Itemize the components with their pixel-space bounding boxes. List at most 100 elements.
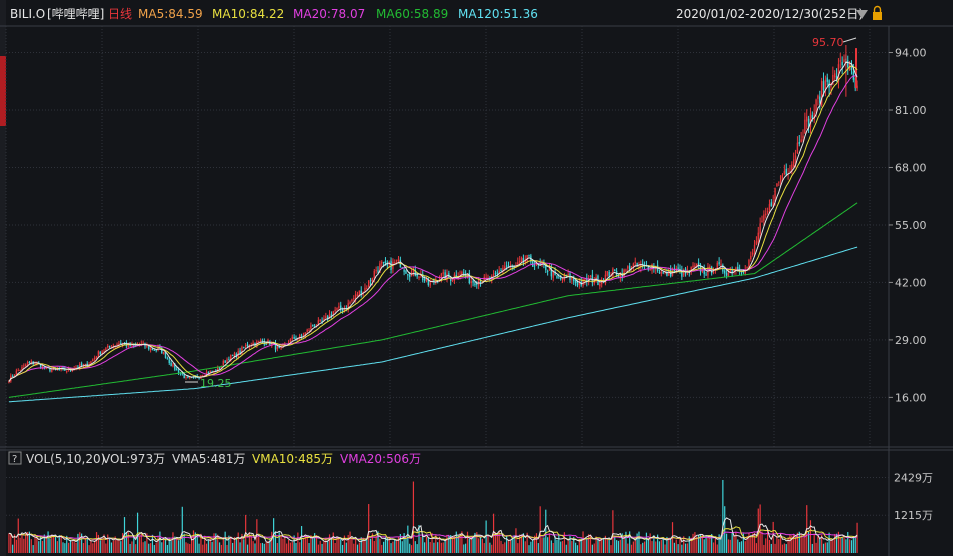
volume-bar: [815, 542, 817, 553]
volume-bar: [355, 539, 357, 553]
volume-bar: [25, 533, 27, 553]
volume-bar: [567, 540, 569, 553]
candle-body: [712, 271, 715, 273]
candle-body: [315, 325, 318, 327]
volume-bar: [649, 533, 651, 553]
volume-bar: [267, 540, 269, 553]
volume-bar: [552, 543, 554, 553]
stock-name-label: [哔哩哔哩]: [47, 7, 104, 21]
volume-bar: [97, 534, 100, 553]
volume-bar: [856, 522, 858, 553]
volume-bar: [323, 541, 325, 553]
volume-bar: [170, 541, 172, 553]
left-toolbar-active-marker[interactable]: [0, 56, 6, 126]
volume-bar: [233, 536, 236, 553]
volume-bar: [21, 533, 23, 553]
volume-bar: [254, 543, 256, 553]
candle-body: [369, 279, 372, 281]
lock-icon[interactable]: [873, 5, 882, 21]
volume-bar: [489, 542, 491, 553]
volume-bar: [535, 533, 538, 553]
volume-bar: [127, 532, 129, 553]
volume-bar: [75, 542, 77, 553]
candle-body: [567, 274, 569, 276]
help-icon[interactable]: [8, 451, 22, 465]
volume-bar: [282, 538, 284, 553]
volume-bar: [465, 543, 467, 553]
volume-bar: [189, 544, 191, 553]
candle-body: [21, 366, 23, 370]
volume-bar: [23, 538, 25, 553]
candle-body: [272, 343, 275, 345]
volume-bar: [60, 535, 62, 553]
volume-bar: [500, 540, 502, 553]
volume-bar: [670, 539, 672, 553]
candle-body: [632, 263, 635, 268]
volume-bar: [120, 541, 122, 553]
candle-body: [619, 272, 622, 279]
candle-body: [459, 274, 461, 276]
volume-bar: [364, 540, 366, 553]
volume-bar: [576, 545, 579, 553]
volume-bar: [627, 543, 629, 553]
volume-bar: [522, 533, 525, 553]
candle-body: [271, 342, 273, 346]
volume-bar: [849, 539, 851, 553]
candle-body: [774, 188, 776, 202]
volume-bar: [261, 542, 264, 553]
candle-body: [131, 344, 133, 347]
candle-body: [239, 350, 241, 353]
candle-body: [356, 294, 359, 296]
left-toolbar-strip: [0, 0, 6, 556]
volume-bar: [274, 531, 277, 553]
volume-bar: [828, 532, 830, 553]
volume-bar: [657, 534, 659, 553]
volume-bar: [725, 533, 728, 553]
volume-bar: [399, 534, 401, 553]
candle-body: [794, 155, 797, 160]
volume-bar: [40, 536, 42, 553]
volume-bar: [673, 542, 675, 553]
dropdown-arrow-icon[interactable]: [856, 10, 868, 19]
volume-bar: [315, 535, 318, 553]
candle-body: [507, 266, 510, 268]
candle-body: [84, 363, 87, 366]
candle-body: [289, 338, 292, 345]
candle-body: [15, 370, 18, 375]
candle-body: [45, 367, 47, 370]
volume-bar: [768, 539, 771, 553]
candle-body: [694, 265, 696, 268]
ma60-line: [8, 202, 858, 398]
volume-bar: [34, 536, 36, 553]
candle-body: [90, 361, 92, 365]
volume-bar: [308, 543, 310, 553]
volume-bar: [459, 533, 461, 553]
candle-body: [414, 269, 416, 276]
volume-bar: [17, 518, 19, 553]
volume-bar: [383, 541, 385, 553]
candle-body: [25, 364, 27, 366]
volume-bar: [392, 541, 394, 553]
period-label[interactable]: 日线: [108, 7, 132, 21]
volume-bar: [852, 536, 854, 553]
volume-bar: [548, 533, 551, 553]
volume-bar: [168, 538, 170, 553]
price-tick-label: 29.00: [895, 334, 927, 347]
volume-bar: [181, 506, 183, 553]
candle-body: [103, 350, 105, 352]
volume-bar: [99, 540, 101, 553]
volume-bar: [578, 539, 580, 553]
volume-bar: [312, 537, 314, 553]
candle-body: [556, 275, 558, 278]
volume-bar: [610, 545, 612, 553]
volume-bar: [49, 538, 51, 553]
candle-body: [205, 371, 208, 375]
volume-bar: [634, 538, 636, 553]
volume-bar: [841, 537, 843, 553]
volume-bar: [62, 542, 64, 553]
volume-bar: [129, 543, 131, 553]
volume-bar: [327, 541, 329, 553]
volume-bar: [718, 534, 720, 553]
volume-bar: [237, 532, 239, 553]
candle-body: [802, 135, 804, 138]
